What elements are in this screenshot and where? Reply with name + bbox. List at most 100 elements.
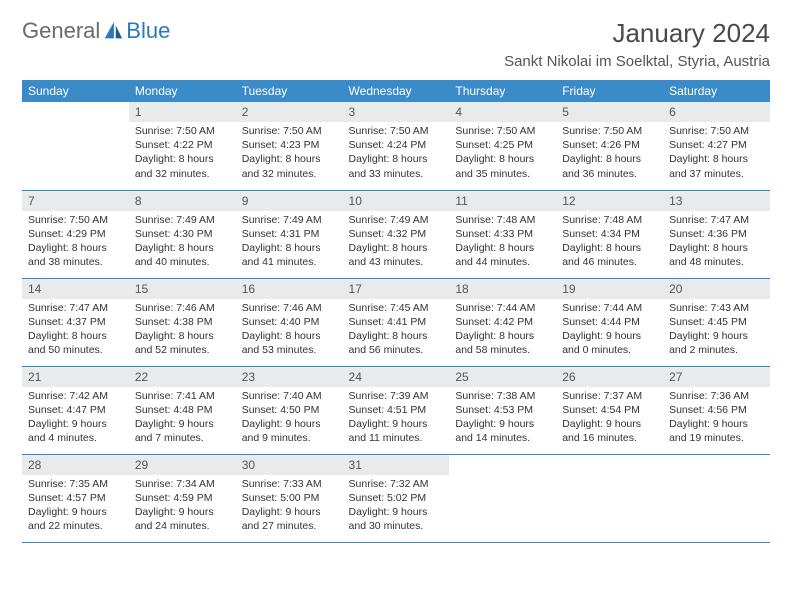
calendar-day-cell: 22Sunrise: 7:41 AMSunset: 4:48 PMDayligh… [129, 366, 236, 454]
day-details: Sunrise: 7:50 AMSunset: 4:26 PMDaylight:… [556, 122, 663, 185]
day-details: Sunrise: 7:50 AMSunset: 4:23 PMDaylight:… [236, 122, 343, 185]
day-number [663, 455, 770, 475]
title-block: January 2024 Sankt Nikolai im Soelktal, … [504, 18, 770, 70]
calendar-day-cell: 15Sunrise: 7:46 AMSunset: 4:38 PMDayligh… [129, 278, 236, 366]
day-details: Sunrise: 7:48 AMSunset: 4:33 PMDaylight:… [449, 211, 556, 274]
day-number: 2 [236, 102, 343, 122]
calendar-day-cell: 30Sunrise: 7:33 AMSunset: 5:00 PMDayligh… [236, 454, 343, 542]
calendar-day-cell [449, 454, 556, 542]
day-details: Sunrise: 7:50 AMSunset: 4:25 PMDaylight:… [449, 122, 556, 185]
weekday-header: Sunday [22, 80, 129, 102]
day-number: 31 [343, 455, 450, 475]
day-number: 26 [556, 367, 663, 387]
day-number: 22 [129, 367, 236, 387]
day-details: Sunrise: 7:47 AMSunset: 4:36 PMDaylight:… [663, 211, 770, 274]
calendar-table: Sunday Monday Tuesday Wednesday Thursday… [22, 80, 770, 543]
day-details: Sunrise: 7:48 AMSunset: 4:34 PMDaylight:… [556, 211, 663, 274]
calendar-day-cell: 1Sunrise: 7:50 AMSunset: 4:22 PMDaylight… [129, 102, 236, 190]
day-number: 7 [22, 191, 129, 211]
day-number: 10 [343, 191, 450, 211]
calendar-day-cell: 23Sunrise: 7:40 AMSunset: 4:50 PMDayligh… [236, 366, 343, 454]
calendar-day-cell: 7Sunrise: 7:50 AMSunset: 4:29 PMDaylight… [22, 190, 129, 278]
day-number: 9 [236, 191, 343, 211]
calendar-day-cell: 13Sunrise: 7:47 AMSunset: 4:36 PMDayligh… [663, 190, 770, 278]
weekday-header: Friday [556, 80, 663, 102]
day-number: 11 [449, 191, 556, 211]
day-number: 21 [22, 367, 129, 387]
logo-text-general: General [22, 18, 100, 44]
calendar-day-cell: 4Sunrise: 7:50 AMSunset: 4:25 PMDaylight… [449, 102, 556, 190]
day-details: Sunrise: 7:36 AMSunset: 4:56 PMDaylight:… [663, 387, 770, 450]
day-details: Sunrise: 7:40 AMSunset: 4:50 PMDaylight:… [236, 387, 343, 450]
calendar-day-cell: 21Sunrise: 7:42 AMSunset: 4:47 PMDayligh… [22, 366, 129, 454]
day-number: 28 [22, 455, 129, 475]
calendar-day-cell: 24Sunrise: 7:39 AMSunset: 4:51 PMDayligh… [343, 366, 450, 454]
calendar-day-cell: 18Sunrise: 7:44 AMSunset: 4:42 PMDayligh… [449, 278, 556, 366]
header: General Blue January 2024 Sankt Nikolai … [22, 18, 770, 70]
calendar-day-cell: 8Sunrise: 7:49 AMSunset: 4:30 PMDaylight… [129, 190, 236, 278]
day-details: Sunrise: 7:33 AMSunset: 5:00 PMDaylight:… [236, 475, 343, 538]
calendar-week-row: 28Sunrise: 7:35 AMSunset: 4:57 PMDayligh… [22, 454, 770, 542]
day-details: Sunrise: 7:50 AMSunset: 4:24 PMDaylight:… [343, 122, 450, 185]
day-number: 24 [343, 367, 450, 387]
calendar-body: 1Sunrise: 7:50 AMSunset: 4:22 PMDaylight… [22, 102, 770, 542]
calendar-day-cell: 31Sunrise: 7:32 AMSunset: 5:02 PMDayligh… [343, 454, 450, 542]
day-details: Sunrise: 7:44 AMSunset: 4:42 PMDaylight:… [449, 299, 556, 362]
day-details: Sunrise: 7:44 AMSunset: 4:44 PMDaylight:… [556, 299, 663, 362]
calendar-day-cell: 28Sunrise: 7:35 AMSunset: 4:57 PMDayligh… [22, 454, 129, 542]
calendar-day-cell: 12Sunrise: 7:48 AMSunset: 4:34 PMDayligh… [556, 190, 663, 278]
calendar-day-cell: 6Sunrise: 7:50 AMSunset: 4:27 PMDaylight… [663, 102, 770, 190]
calendar-day-cell: 29Sunrise: 7:34 AMSunset: 4:59 PMDayligh… [129, 454, 236, 542]
calendar-week-row: 7Sunrise: 7:50 AMSunset: 4:29 PMDaylight… [22, 190, 770, 278]
day-details: Sunrise: 7:45 AMSunset: 4:41 PMDaylight:… [343, 299, 450, 362]
day-number: 1 [129, 102, 236, 122]
weekday-header-row: Sunday Monday Tuesday Wednesday Thursday… [22, 80, 770, 102]
day-details: Sunrise: 7:43 AMSunset: 4:45 PMDaylight:… [663, 299, 770, 362]
calendar-day-cell [556, 454, 663, 542]
day-details: Sunrise: 7:49 AMSunset: 4:32 PMDaylight:… [343, 211, 450, 274]
calendar-day-cell [663, 454, 770, 542]
day-details: Sunrise: 7:38 AMSunset: 4:53 PMDaylight:… [449, 387, 556, 450]
day-details: Sunrise: 7:41 AMSunset: 4:48 PMDaylight:… [129, 387, 236, 450]
calendar-week-row: 14Sunrise: 7:47 AMSunset: 4:37 PMDayligh… [22, 278, 770, 366]
day-number: 16 [236, 279, 343, 299]
day-details: Sunrise: 7:39 AMSunset: 4:51 PMDaylight:… [343, 387, 450, 450]
calendar-day-cell: 3Sunrise: 7:50 AMSunset: 4:24 PMDaylight… [343, 102, 450, 190]
weekday-header: Tuesday [236, 80, 343, 102]
calendar-day-cell: 25Sunrise: 7:38 AMSunset: 4:53 PMDayligh… [449, 366, 556, 454]
calendar-day-cell: 9Sunrise: 7:49 AMSunset: 4:31 PMDaylight… [236, 190, 343, 278]
calendar-day-cell: 5Sunrise: 7:50 AMSunset: 4:26 PMDaylight… [556, 102, 663, 190]
day-number: 5 [556, 102, 663, 122]
day-number: 18 [449, 279, 556, 299]
calendar-day-cell: 17Sunrise: 7:45 AMSunset: 4:41 PMDayligh… [343, 278, 450, 366]
day-number: 13 [663, 191, 770, 211]
day-details: Sunrise: 7:47 AMSunset: 4:37 PMDaylight:… [22, 299, 129, 362]
day-details: Sunrise: 7:46 AMSunset: 4:38 PMDaylight:… [129, 299, 236, 362]
calendar-week-row: 1Sunrise: 7:50 AMSunset: 4:22 PMDaylight… [22, 102, 770, 190]
calendar-day-cell: 16Sunrise: 7:46 AMSunset: 4:40 PMDayligh… [236, 278, 343, 366]
day-details: Sunrise: 7:35 AMSunset: 4:57 PMDaylight:… [22, 475, 129, 538]
weekday-header: Thursday [449, 80, 556, 102]
day-number: 27 [663, 367, 770, 387]
day-details: Sunrise: 7:42 AMSunset: 4:47 PMDaylight:… [22, 387, 129, 450]
calendar-week-row: 21Sunrise: 7:42 AMSunset: 4:47 PMDayligh… [22, 366, 770, 454]
day-number [556, 455, 663, 475]
calendar-day-cell: 26Sunrise: 7:37 AMSunset: 4:54 PMDayligh… [556, 366, 663, 454]
day-details: Sunrise: 7:32 AMSunset: 5:02 PMDaylight:… [343, 475, 450, 538]
day-number: 29 [129, 455, 236, 475]
location-subtitle: Sankt Nikolai im Soelktal, Styria, Austr… [504, 53, 770, 70]
day-number: 8 [129, 191, 236, 211]
day-number: 17 [343, 279, 450, 299]
day-number: 30 [236, 455, 343, 475]
day-details: Sunrise: 7:50 AMSunset: 4:22 PMDaylight:… [129, 122, 236, 185]
day-number: 6 [663, 102, 770, 122]
day-details: Sunrise: 7:50 AMSunset: 4:27 PMDaylight:… [663, 122, 770, 185]
logo-text-blue: Blue [126, 18, 170, 44]
day-number: 19 [556, 279, 663, 299]
calendar-day-cell: 10Sunrise: 7:49 AMSunset: 4:32 PMDayligh… [343, 190, 450, 278]
day-number [449, 455, 556, 475]
day-details: Sunrise: 7:49 AMSunset: 4:30 PMDaylight:… [129, 211, 236, 274]
day-details: Sunrise: 7:37 AMSunset: 4:54 PMDaylight:… [556, 387, 663, 450]
calendar-day-cell: 14Sunrise: 7:47 AMSunset: 4:37 PMDayligh… [22, 278, 129, 366]
weekday-header: Saturday [663, 80, 770, 102]
